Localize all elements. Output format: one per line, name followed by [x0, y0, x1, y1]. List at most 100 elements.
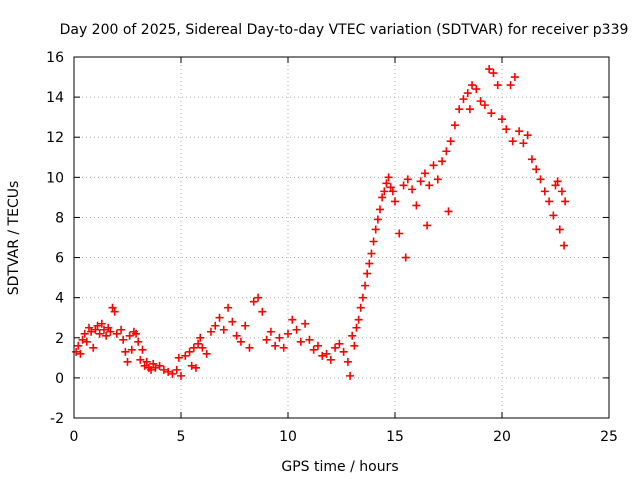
data-point [76, 349, 85, 358]
data-point [125, 331, 134, 340]
data-point [99, 325, 108, 334]
data-point [376, 205, 385, 214]
data-point [142, 357, 151, 366]
data-point [560, 241, 569, 250]
y-tick-label: 6 [55, 251, 64, 267]
data-point [140, 361, 149, 370]
data-point [549, 211, 558, 220]
data-point [463, 89, 472, 98]
y-tick-label: 10 [46, 170, 64, 186]
data-points [72, 65, 570, 380]
data-point [515, 127, 524, 136]
data-point [138, 345, 147, 354]
data-point [102, 331, 111, 340]
data-point [127, 345, 136, 354]
data-point [365, 259, 374, 268]
data-point [557, 187, 566, 196]
data-point [433, 175, 442, 184]
data-point [236, 337, 245, 346]
data-point [258, 307, 267, 316]
data-point [459, 95, 468, 104]
data-point [288, 315, 297, 324]
data-point [87, 327, 96, 336]
data-point [555, 225, 564, 234]
data-point [279, 343, 288, 352]
data-point [241, 321, 250, 330]
data-point [74, 341, 83, 350]
data-point [117, 325, 126, 334]
data-point [78, 335, 87, 344]
data-point [185, 347, 194, 356]
data-point [187, 361, 196, 370]
data-point [391, 197, 399, 206]
data-point [442, 147, 451, 156]
data-point [444, 207, 453, 216]
data-point [384, 173, 393, 182]
data-point [106, 327, 115, 336]
y-tick-label: 12 [46, 130, 64, 146]
x-tick-label: 0 [70, 429, 79, 445]
data-point [401, 253, 410, 262]
data-point [202, 349, 211, 358]
data-point [181, 351, 190, 360]
data-point [309, 345, 318, 354]
data-point [412, 201, 421, 210]
data-point [245, 343, 254, 352]
y-tick-label: 14 [46, 90, 64, 106]
data-point [361, 281, 370, 290]
axis-ticks [73, 56, 610, 419]
tick-labels: 0 5 10 15 20 25 -2 0 2 4 6 8 10 12 14 16 [46, 50, 618, 445]
data-point [134, 337, 143, 346]
data-point [112, 329, 121, 338]
data-point [296, 337, 305, 346]
data-point [84, 323, 93, 332]
data-point [198, 343, 207, 352]
data-point [346, 371, 355, 380]
y-tick-label: 4 [55, 291, 64, 307]
data-point [168, 369, 177, 378]
data-point [523, 131, 532, 140]
x-tick-label: 20 [493, 429, 511, 445]
data-point [358, 293, 367, 302]
data-point [322, 349, 331, 358]
data-point [399, 181, 408, 190]
data-point [108, 303, 117, 312]
x-tick-label: 25 [600, 429, 618, 445]
data-point [545, 197, 554, 206]
data-point [196, 333, 205, 342]
data-point [326, 355, 335, 364]
data-point [506, 81, 515, 90]
data-point [123, 357, 132, 366]
data-point [191, 363, 200, 372]
data-point [104, 323, 113, 332]
data-point [382, 179, 391, 188]
data-point [363, 269, 372, 278]
data-point [254, 293, 263, 302]
data-point [72, 347, 81, 356]
data-point [532, 165, 541, 174]
data-point [446, 137, 455, 146]
data-point [275, 333, 284, 342]
data-point [489, 69, 498, 78]
data-point [172, 365, 181, 374]
data-point [132, 329, 141, 338]
data-point [194, 339, 203, 348]
data-point [348, 331, 357, 340]
data-point [80, 329, 89, 338]
y-tick-label: 16 [46, 50, 64, 66]
data-point [536, 175, 545, 184]
data-point [232, 331, 241, 340]
data-point [228, 317, 237, 326]
data-point [97, 319, 106, 328]
data-point [487, 109, 496, 118]
data-point [164, 367, 173, 376]
x-tick-label: 10 [279, 429, 297, 445]
data-point [110, 307, 119, 316]
data-point [292, 325, 301, 334]
data-point [465, 105, 474, 114]
data-point [373, 215, 382, 224]
data-point [82, 337, 91, 346]
data-point [249, 297, 258, 306]
